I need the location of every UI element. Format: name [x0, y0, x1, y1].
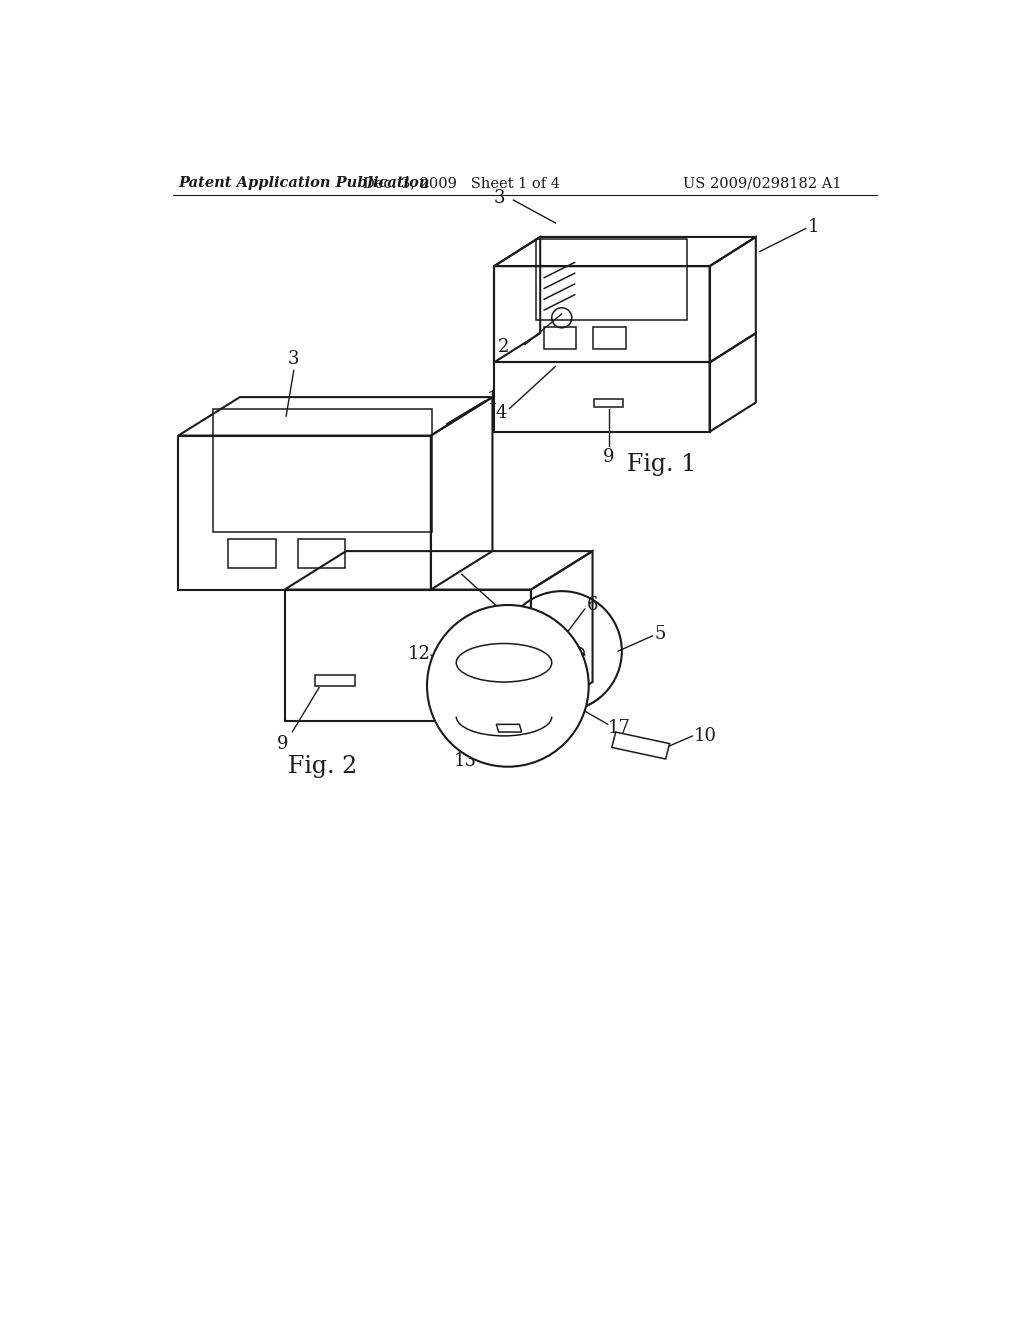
Text: 1: 1	[486, 391, 498, 408]
Text: 9: 9	[602, 449, 614, 466]
Circle shape	[427, 605, 589, 767]
Text: 17: 17	[608, 719, 631, 737]
Text: 4: 4	[496, 404, 507, 421]
Text: 3: 3	[494, 190, 506, 207]
Text: Fig. 1: Fig. 1	[628, 453, 696, 477]
Text: 10: 10	[694, 727, 717, 744]
Text: 25: 25	[503, 634, 526, 651]
Text: 2: 2	[498, 338, 509, 356]
Text: 4: 4	[506, 607, 517, 626]
Text: 7: 7	[539, 741, 550, 759]
Text: 9: 9	[276, 735, 289, 752]
Text: Dec. 3, 2009   Sheet 1 of 4: Dec. 3, 2009 Sheet 1 of 4	[364, 176, 560, 190]
Text: 6: 6	[587, 597, 599, 614]
Text: Patent Application Publication: Patent Application Publication	[178, 176, 430, 190]
Text: US 2009/0298182 A1: US 2009/0298182 A1	[683, 176, 841, 190]
Text: 5: 5	[654, 626, 666, 643]
Text: 13: 13	[454, 751, 477, 770]
Text: 3: 3	[288, 350, 299, 367]
Text: 12: 12	[408, 644, 431, 663]
Text: 1: 1	[808, 218, 819, 236]
Text: Fig. 2: Fig. 2	[289, 755, 357, 779]
